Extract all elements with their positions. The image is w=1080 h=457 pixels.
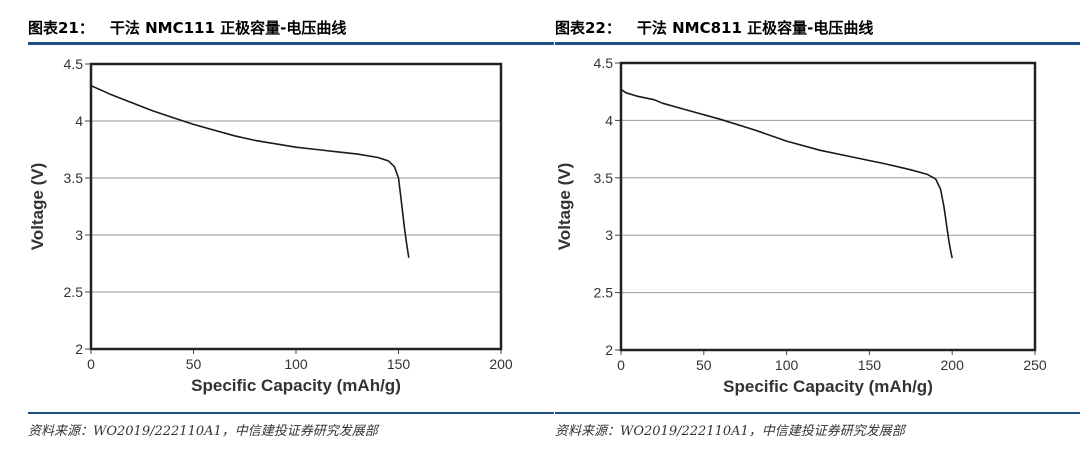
x-tick-label: 50 — [696, 357, 712, 373]
title-divider — [555, 42, 1080, 45]
y-axis-title: Voltage (V) — [555, 163, 574, 251]
x-tick-label: 200 — [941, 357, 965, 373]
x-tick-label: 100 — [775, 357, 799, 373]
series-line-nmc811 — [620, 88, 953, 259]
y-tick-label: 3.5 — [64, 170, 84, 186]
series-line-nmc111 — [90, 84, 410, 258]
capacity-voltage-chart-nmc811: 2 2.5 3 3.5 4 4.5 0 50 100 150 200 250 Specific Capa… — [555, 55, 1047, 396]
y-tick-label: 2 — [75, 341, 83, 357]
y-tick-label: 3 — [605, 227, 613, 243]
y-tick-label: 4.5 — [64, 56, 84, 72]
y-tick-label: 2 — [605, 342, 613, 358]
source-divider — [28, 412, 554, 414]
x-tick-label: 0 — [87, 356, 95, 372]
capacity-voltage-chart-nmc111: 2 2.5 3 3.5 4 4.5 0 50 100 150 200 Specific Capacit… — [28, 56, 513, 395]
y-tick-label: 4.5 — [594, 55, 614, 71]
y-tick-label: 2.5 — [64, 284, 84, 300]
x-tick-label: 0 — [617, 357, 625, 373]
x-tick-label: 200 — [489, 356, 513, 372]
x-tick-label: 50 — [186, 356, 202, 372]
y-tick-label: 3.5 — [594, 170, 614, 186]
figure-title-text: 干法 NMC811 正极容量-电压曲线 — [636, 19, 874, 37]
x-tick-label: 150 — [858, 357, 882, 373]
x-tick-label: 150 — [387, 356, 411, 372]
x-axis-title: Specific Capacity (mAh/g) — [191, 376, 401, 395]
x-tick-label: 250 — [1023, 357, 1047, 373]
figure-number: 图表22： — [555, 19, 621, 37]
figure-title-text: 干法 NMC111 正极容量-电压曲线 — [109, 19, 347, 37]
plot-frame — [619, 61, 1037, 352]
x-tick-label: 100 — [284, 356, 308, 372]
figure-21: 图表21： 干法 NMC111 正极容量-电压曲线 2 2.5 3 3.5 4 4.5 0 50… — [28, 0, 554, 457]
figure-number: 图表21： — [28, 19, 94, 37]
y-axis-title: Voltage (V) — [28, 163, 47, 251]
y-tick-label: 4 — [605, 112, 613, 128]
source-divider — [555, 412, 1080, 414]
title-divider — [28, 42, 554, 45]
x-axis-title: Specific Capacity (mAh/g) — [723, 377, 933, 396]
figure-22: 图表22： 干法 NMC811 正极容量-电压曲线 2 2.5 3 3.5 4 4.5 0 50… — [555, 0, 1080, 457]
figure-title: 图表22： 干法 NMC811 正极容量-电压曲线 — [555, 17, 1080, 39]
source-note: 资料来源：WO2019/222110A1，中信建投证券研究发展部 — [555, 424, 905, 439]
y-tick-label: 3 — [75, 227, 83, 243]
figure-title: 图表21： 干法 NMC111 正极容量-电压曲线 — [28, 17, 554, 39]
y-tick-label: 2.5 — [594, 285, 614, 301]
y-tick-label: 4 — [75, 113, 83, 129]
plot-frame — [89, 62, 503, 351]
source-note: 资料来源：WO2019/222110A1，中信建投证券研究发展部 — [28, 424, 378, 439]
